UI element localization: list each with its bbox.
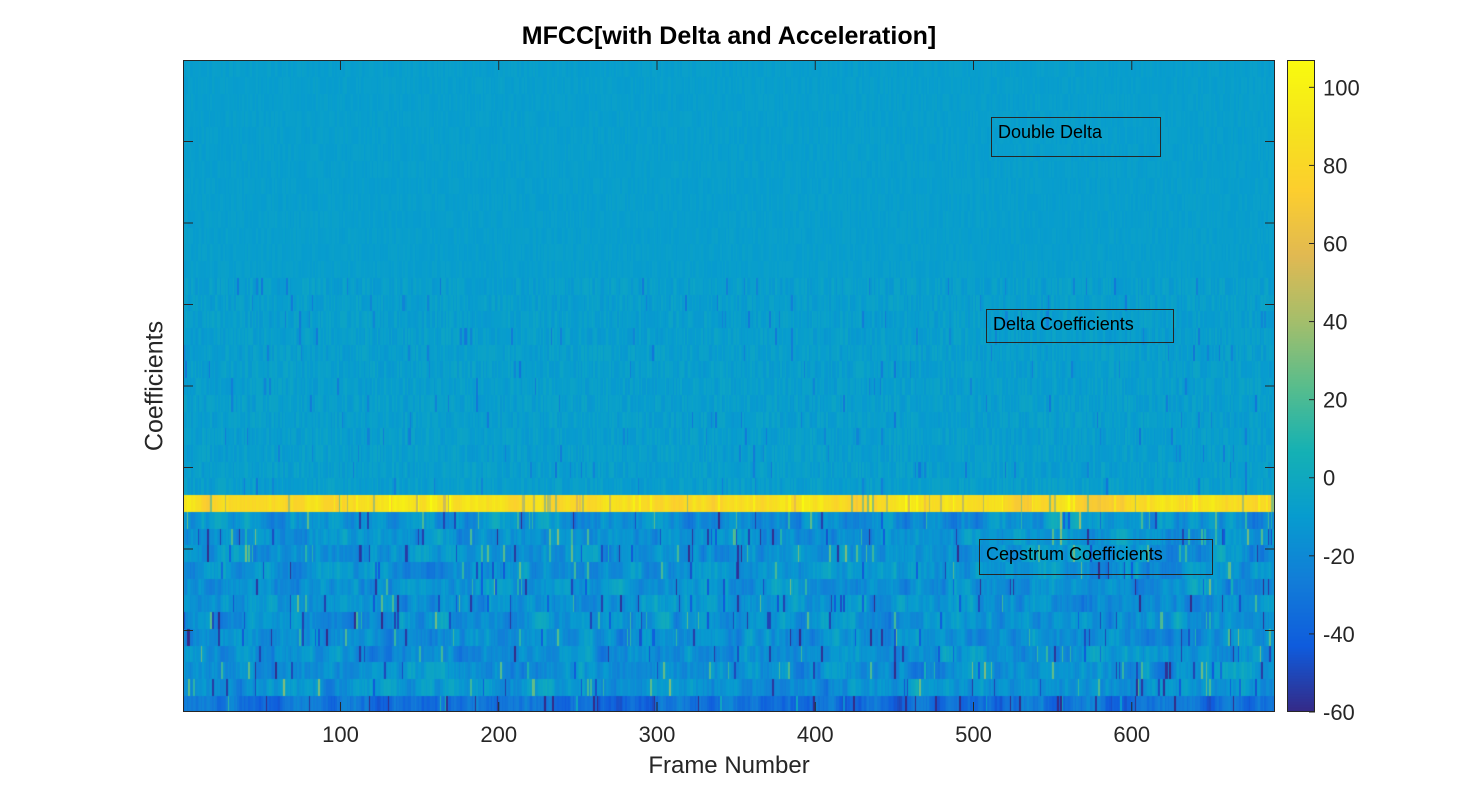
x-tick-label: 100 [322, 722, 359, 747]
colorbar-tick-label: -40 [1323, 622, 1355, 647]
colorbar-tick-label: 40 [1323, 310, 1347, 335]
x-tick-label: 500 [955, 722, 992, 747]
x-axis-label: Frame Number [648, 752, 810, 779]
colorbar-tick-label: -20 [1323, 544, 1355, 569]
colorbar-tick-label: 20 [1323, 388, 1347, 413]
x-tick-label: 300 [639, 722, 676, 747]
colorbar-tick-label: 60 [1323, 231, 1347, 256]
heatmap-image [183, 60, 1275, 712]
x-tick-label: 400 [797, 722, 834, 747]
y-axis-label: Coefficients [140, 320, 169, 452]
colorbar-tick-label: -60 [1323, 700, 1355, 725]
annotation-cepstrum-coefficients: Cepstrum Coefficients [979, 539, 1213, 575]
colorbar [1287, 60, 1315, 712]
annotation-delta-coefficients: Delta Coefficients [986, 309, 1174, 343]
annotation-double-delta: Double Delta [991, 117, 1161, 157]
x-tick-label: 600 [1113, 722, 1150, 747]
colorbar-tick-label: 80 [1323, 153, 1347, 178]
colorbar-tick-label: 100 [1323, 75, 1360, 100]
colorbar-tick-label: 0 [1323, 466, 1335, 491]
chart-title: MFCC[with Delta and Acceleration] [521, 22, 937, 50]
x-tick-label: 200 [480, 722, 517, 747]
